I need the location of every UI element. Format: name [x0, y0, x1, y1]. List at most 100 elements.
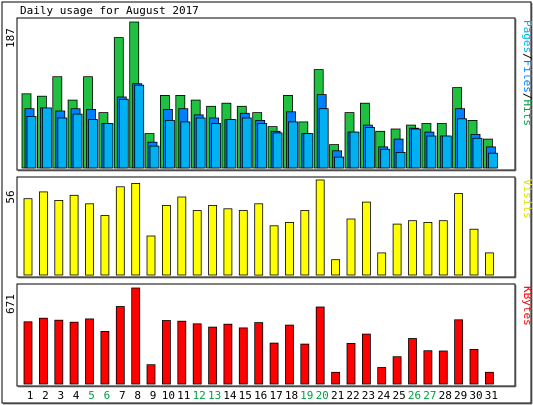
bar-pages-day-18	[288, 121, 298, 169]
panel-1-legend: Pages/Files/Hits	[521, 20, 533, 126]
x-tick-label-day-22: 22	[346, 389, 359, 402]
bar-kbytes-day-22	[346, 342, 356, 385]
bar-visits-day-14	[223, 208, 233, 276]
bar-visits-day-23	[361, 201, 371, 276]
bar-visits-day-27	[423, 221, 433, 276]
bar-visits-day-1	[23, 198, 33, 276]
x-tick-label-day-28: 28	[439, 389, 452, 402]
bar-pages-day-8	[134, 84, 145, 169]
x-tick-label-day-11: 11	[177, 389, 190, 402]
bar-visits-day-18	[285, 221, 294, 276]
panel-3-frame	[16, 283, 516, 387]
bar-pages-day-21	[334, 156, 345, 169]
bar-kbytes-day-16	[254, 322, 264, 385]
x-tick-label-day-17: 17	[269, 389, 282, 402]
bar-visits-day-28	[438, 220, 448, 276]
x-tick-label-day-30: 30	[469, 389, 482, 402]
bar-pages-day-7	[118, 98, 129, 169]
x-tick-label-day-16: 16	[254, 389, 267, 402]
bar-pages-day-29	[457, 118, 468, 169]
bar-pages-day-19	[303, 133, 314, 169]
bar-pages-day-26	[411, 128, 421, 169]
x-tick-label-day-29: 29	[454, 389, 467, 402]
x-tick-label-day-2: 2	[42, 389, 49, 402]
bar-visits-day-9	[146, 235, 156, 276]
bar-visits-day-3	[54, 199, 64, 276]
x-tick-label-day-6: 6	[104, 389, 111, 402]
legend-separator: /	[521, 93, 533, 100]
legend-pages: Pages	[521, 20, 533, 53]
bar-visits-day-19	[300, 210, 310, 276]
bar-kbytes-day-6	[100, 330, 110, 385]
x-tick-label-day-7: 7	[119, 389, 126, 402]
bar-visits-day-16	[254, 203, 264, 276]
bar-kbytes-day-29	[454, 319, 464, 385]
x-tick-label-day-1: 1	[27, 389, 34, 402]
x-tick-label-day-26: 26	[408, 389, 421, 402]
bar-visits-day-8	[131, 182, 141, 276]
bar-visits-day-4	[69, 194, 79, 276]
bar-pages-day-25	[395, 151, 406, 169]
bar-pages-day-30	[472, 137, 483, 169]
bar-visits-day-12	[192, 210, 202, 276]
bar-kbytes-day-26	[408, 338, 417, 385]
x-tick-label-day-19: 19	[300, 389, 313, 402]
bar-pages-day-3	[57, 117, 68, 169]
x-tick-label-day-13: 13	[208, 389, 221, 402]
bar-kbytes-day-11	[177, 320, 187, 385]
x-tick-label-day-3: 3	[57, 389, 64, 402]
bar-visits-day-11	[177, 196, 187, 276]
bar-visits-day-31	[484, 252, 494, 276]
bar-pages-day-24	[380, 148, 391, 169]
x-tick-label-day-23: 23	[362, 389, 375, 402]
bar-kbytes-day-14	[223, 323, 233, 385]
x-tick-label-day-18: 18	[285, 389, 298, 402]
bar-pages-day-15	[241, 117, 252, 169]
bar-pages-day-27	[426, 135, 437, 169]
legend-separator: /	[521, 53, 533, 60]
bar-kbytes-day-3	[54, 319, 64, 385]
bar-kbytes-day-1	[23, 321, 33, 385]
bar-pages-day-6	[103, 123, 114, 169]
bar-kbytes-day-12	[192, 323, 202, 385]
bar-kbytes-day-28	[438, 350, 448, 385]
x-tick-label-day-8: 8	[134, 389, 141, 402]
bar-kbytes-day-19	[300, 343, 310, 385]
x-tick-label-day-4: 4	[73, 389, 80, 402]
bar-pages-day-2	[42, 107, 52, 169]
bar-pages-day-23	[364, 127, 375, 169]
bar-kbytes-day-17	[269, 342, 279, 385]
x-tick-label-day-15: 15	[239, 389, 252, 402]
bar-pages-day-22	[349, 131, 360, 169]
x-tick-label-day-9: 9	[150, 389, 157, 402]
x-tick-label-day-24: 24	[377, 389, 391, 402]
bar-kbytes-day-30	[469, 348, 479, 385]
panel-3-legend: KBytes	[521, 286, 533, 326]
bar-kbytes-day-31	[484, 371, 494, 385]
panel-2-legend: Visits	[521, 179, 533, 219]
bar-kbytes-day-4	[69, 321, 79, 385]
bar-pages-day-5	[88, 119, 98, 169]
bar-kbytes-day-5	[85, 318, 94, 385]
legend-files: Files	[521, 60, 533, 93]
bar-visits-day-10	[161, 204, 171, 276]
bar-visits-day-25	[392, 223, 402, 276]
bar-pages-day-10	[164, 120, 175, 169]
x-tick-label-day-27: 27	[423, 389, 436, 402]
bar-pages-day-11	[180, 121, 191, 169]
x-tick-label-day-25: 25	[392, 389, 405, 402]
bar-visits-day-2	[39, 191, 48, 276]
bar-visits-day-30	[469, 228, 479, 276]
bar-visits-day-7	[115, 186, 125, 276]
bar-visits-day-17	[269, 225, 279, 276]
bar-kbytes-day-15	[238, 327, 248, 385]
legend-hits: Hits	[521, 100, 533, 127]
legend-visits: Visits	[521, 179, 533, 219]
bar-pages-day-13	[211, 123, 222, 169]
bar-kbytes-day-20	[315, 306, 325, 385]
bar-pages-day-31	[487, 152, 498, 169]
x-tick-label-day-10: 10	[162, 389, 175, 402]
bar-pages-day-9	[149, 145, 160, 169]
x-tick-label-day-21: 21	[331, 389, 344, 402]
bar-visits-day-26	[408, 220, 417, 276]
